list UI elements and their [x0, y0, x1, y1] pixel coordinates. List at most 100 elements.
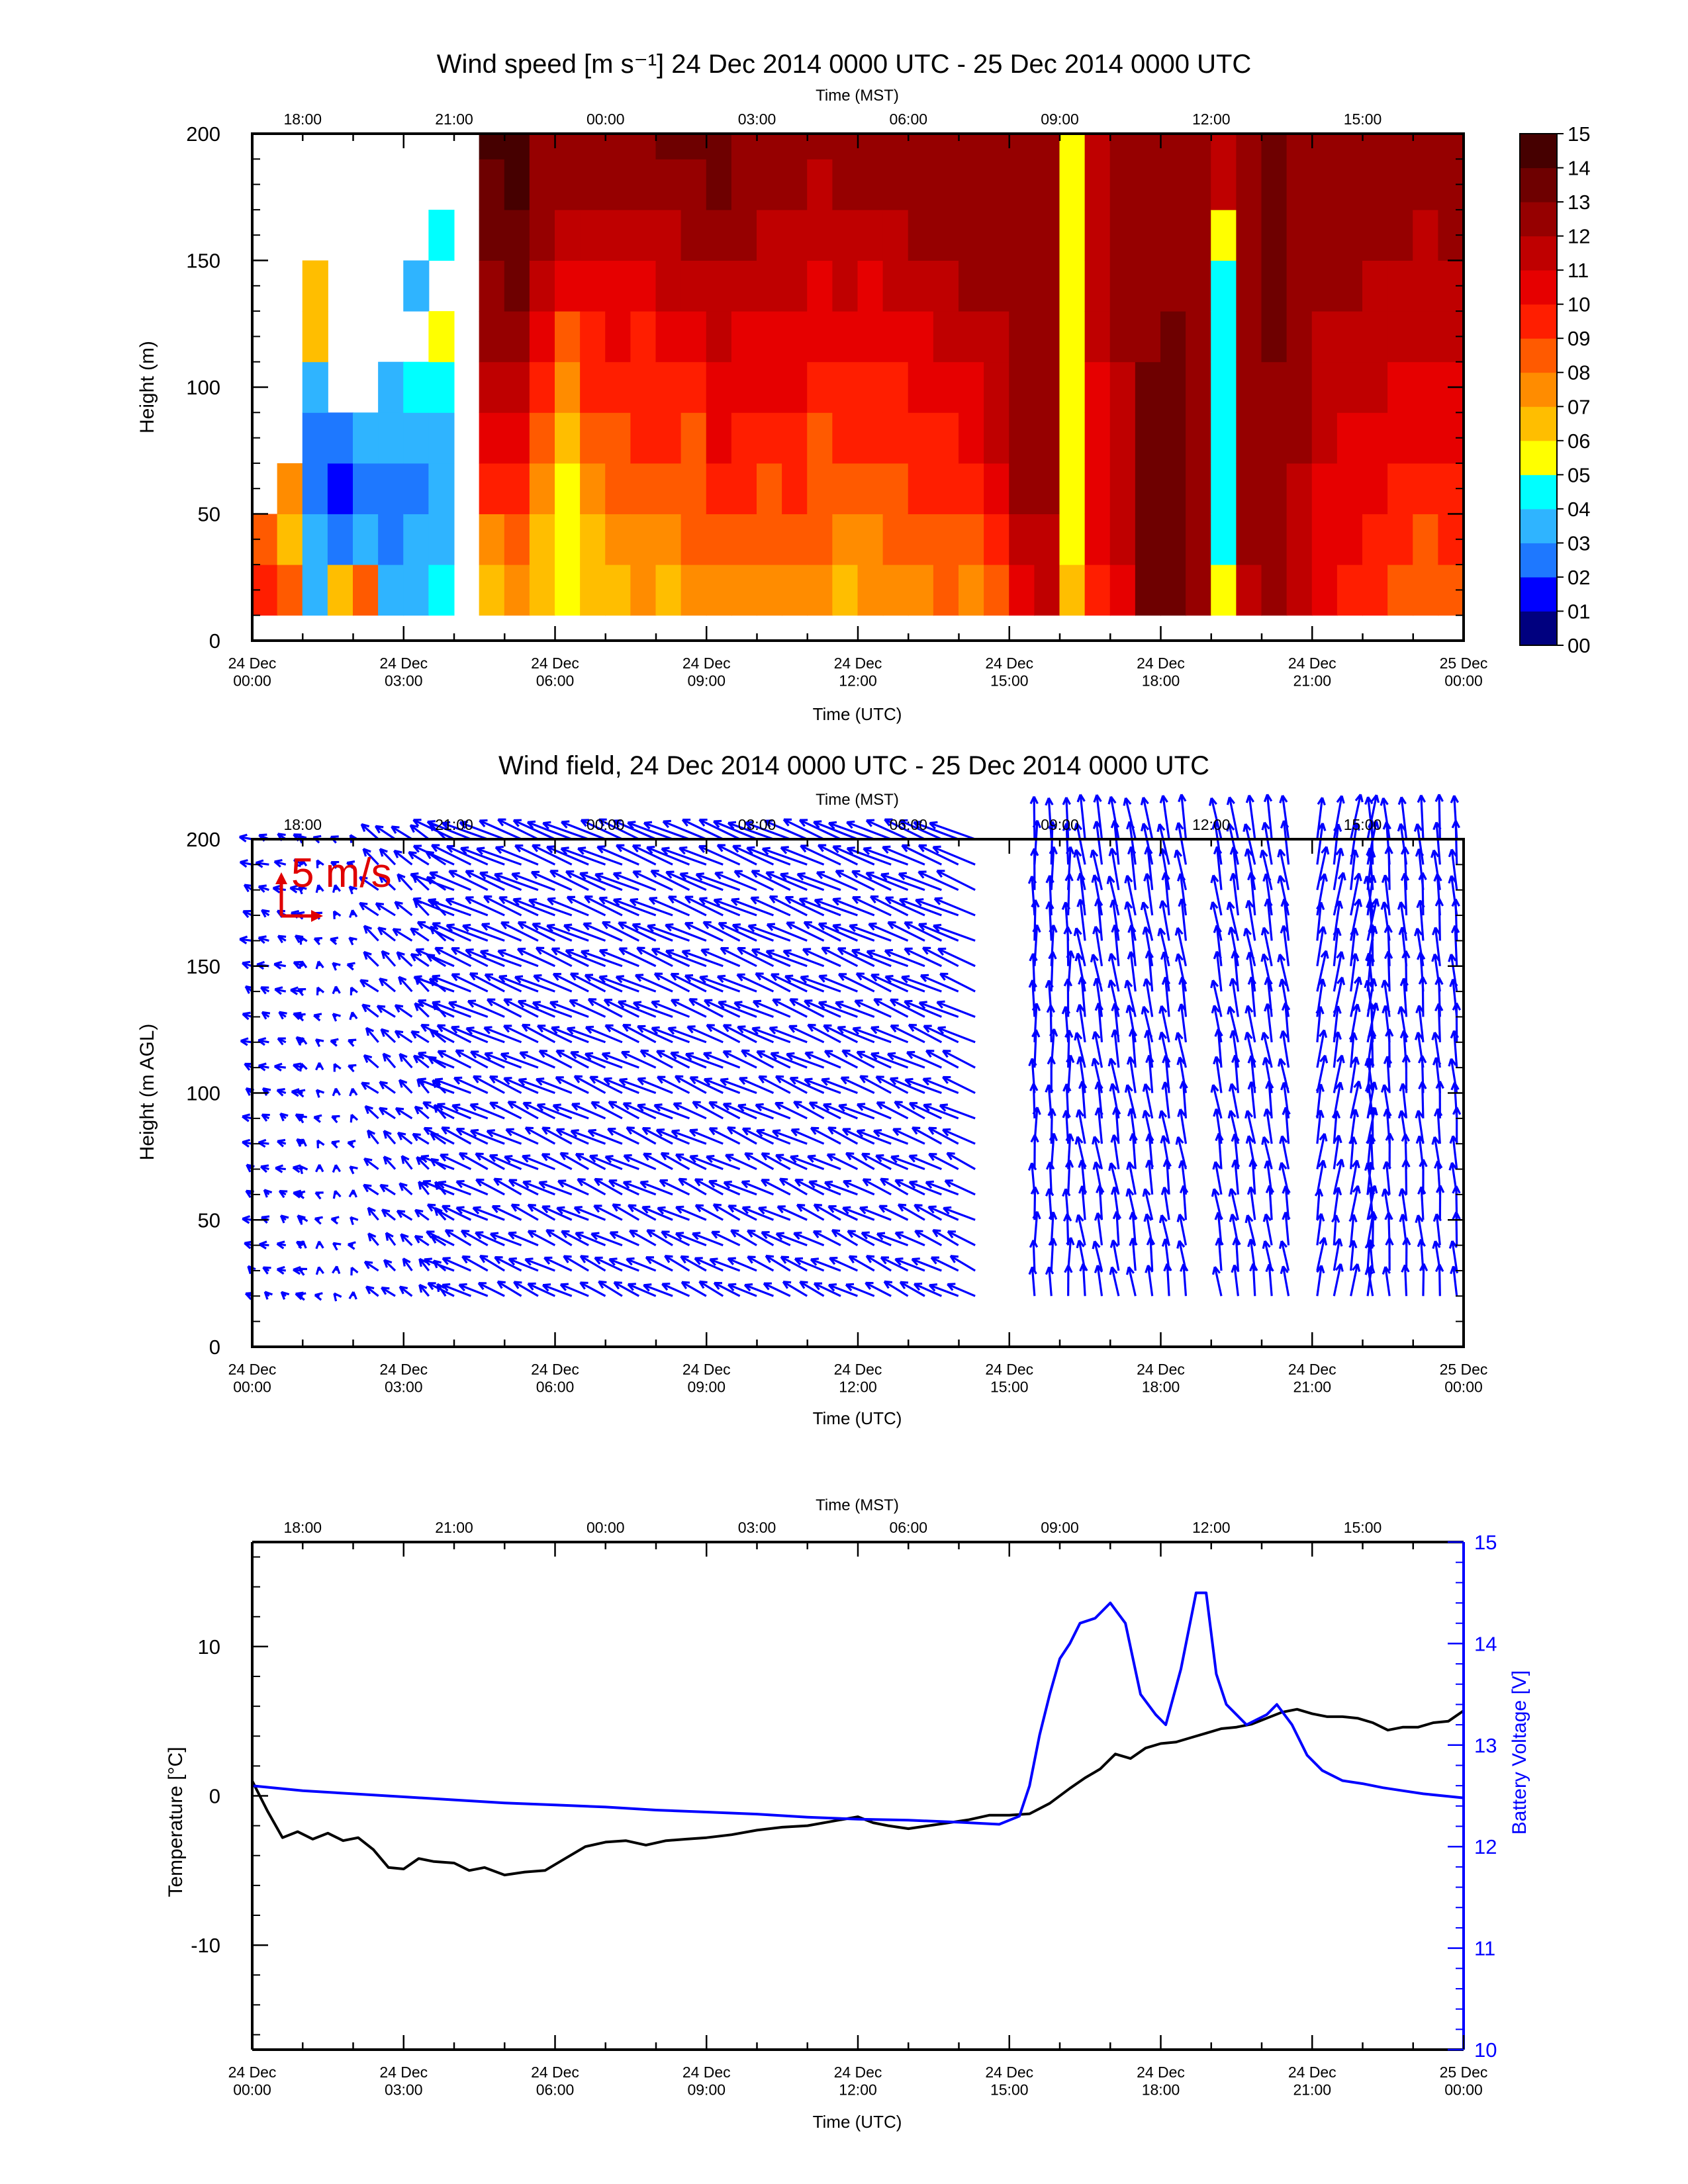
wind-vector: [1065, 1083, 1070, 1118]
wind-speed-cell: [1236, 260, 1262, 312]
wind-vector-head: [1245, 1135, 1250, 1144]
wind-vector: [882, 846, 925, 866]
wind-vector-head: [418, 1258, 422, 1267]
wind-vector-head: [911, 1258, 919, 1266]
wind-speed-cell: [908, 134, 934, 159]
wind-vector-head: [363, 1184, 369, 1193]
wind-vector-head: [1243, 928, 1247, 936]
wind-vector: [1284, 1212, 1290, 1246]
wind-vector-head: [349, 909, 354, 919]
wind-vector-head: [1109, 1240, 1115, 1248]
wind-vector: [1215, 846, 1223, 890]
wind-vector: [467, 1000, 505, 1018]
wind-vector: [1091, 849, 1103, 891]
wind-vector: [1350, 1109, 1357, 1144]
wind-vector-head: [459, 821, 467, 829]
wind-vector: [1418, 1136, 1425, 1169]
wind-vector: [1333, 1005, 1339, 1042]
wind-vector: [782, 1281, 808, 1297]
wind-vector-head: [293, 859, 300, 867]
wind-vector-head: [763, 1283, 770, 1291]
wind-vector-head: [789, 998, 796, 1007]
wind-vector-head: [594, 1178, 600, 1187]
wind-vector-head: [733, 870, 741, 878]
wind-vector: [1160, 1110, 1170, 1144]
wind-vector: [887, 1052, 925, 1069]
wind-vector-head: [1124, 979, 1128, 989]
wind-vector-head: [727, 822, 735, 830]
wind-vector: [1368, 1240, 1374, 1271]
wind-vector-head: [297, 1193, 305, 1199]
wind-vector-head: [1364, 1058, 1369, 1066]
wind-vector-head: [713, 899, 721, 907]
wind-vector: [394, 901, 413, 917]
wind-vector: [828, 1284, 858, 1297]
wind-vector: [912, 1126, 943, 1145]
wind-vector: [553, 973, 589, 993]
wind-vector-head: [650, 870, 657, 878]
wind-vector: [898, 872, 942, 891]
wind-vector: [602, 1052, 639, 1069]
wind-speed-cell: [807, 260, 833, 312]
wind-vector-head: [598, 819, 605, 827]
wind-vector-head: [244, 1063, 251, 1071]
wind-vector-head: [914, 1204, 920, 1212]
wind-vector-head: [928, 1153, 935, 1161]
wind-vector: [431, 844, 472, 866]
wind-field-bottom-tick-label: 24 Dec 18:00: [1137, 1361, 1185, 1395]
wind-vector: [671, 1130, 707, 1145]
wind-vector: [359, 876, 379, 891]
wind-speed-cell: [378, 463, 404, 514]
wind-vector: [382, 1053, 397, 1069]
wind-speed-cell: [479, 514, 505, 565]
wind-vector: [602, 921, 640, 942]
wind-vector: [455, 1049, 489, 1069]
voltage-ytick-label: 15: [1474, 1531, 1497, 1554]
wind-vector-head: [821, 947, 828, 955]
wind-speed-top-axis-label: Time (MST): [816, 87, 899, 105]
wind-vector: [846, 821, 892, 841]
wind-vector: [829, 1257, 859, 1272]
wind-vector-head: [741, 1050, 747, 1058]
wind-speed-cell: [1261, 565, 1288, 616]
wind-speed-cell: [655, 463, 682, 514]
wind-vector: [1432, 850, 1441, 890]
wind-vector-head: [579, 1255, 586, 1263]
wind-speed-cell: [1160, 209, 1187, 261]
wind-vector: [1232, 846, 1239, 890]
wind-vector-head: [1160, 951, 1165, 960]
wind-vector-head: [743, 1284, 751, 1292]
wind-vector: [446, 924, 489, 942]
wind-speed-cell: [580, 134, 606, 159]
wind-vector: [928, 1126, 959, 1145]
wind-vector: [1350, 1056, 1358, 1093]
wind-vector-head: [1247, 1055, 1252, 1064]
wind-vector: [380, 1028, 397, 1043]
wind-field-bottom-tick-label: 24 Dec 15:00: [985, 1361, 1033, 1395]
wind-vector-head: [1129, 1211, 1134, 1220]
wind-speed-cell: [504, 514, 530, 565]
wind-vector: [503, 1077, 539, 1094]
colorbar-swatch: [1520, 372, 1557, 407]
wind-vector-head: [442, 1257, 449, 1265]
wind-speed-cell: [302, 412, 328, 464]
wind-vector-head: [856, 1103, 864, 1111]
wind-vector-head: [908, 1102, 915, 1111]
wind-vector-head: [535, 947, 542, 955]
wind-vector-head: [1399, 1083, 1404, 1092]
wind-speed-bottom-tick-label: 25 Dec 00:00: [1440, 655, 1488, 689]
wind-vector-head: [831, 1229, 838, 1238]
temp-bottom-tick-label: 24 Dec 00:00: [228, 2064, 277, 2098]
wind-vector-head: [461, 1255, 468, 1264]
wind-vector-head: [1161, 1081, 1166, 1090]
wind-vector-head: [590, 1233, 598, 1240]
wind-speed-cell: [1034, 565, 1060, 616]
wind-vector: [866, 1255, 892, 1272]
wind-speed-cell: [605, 463, 632, 514]
wind-vector: [426, 1230, 455, 1247]
wind-speed-cell: [959, 260, 985, 312]
wind-vector: [1350, 873, 1360, 916]
wind-speed-cell: [479, 311, 505, 363]
wind-vector-head: [575, 1153, 582, 1161]
